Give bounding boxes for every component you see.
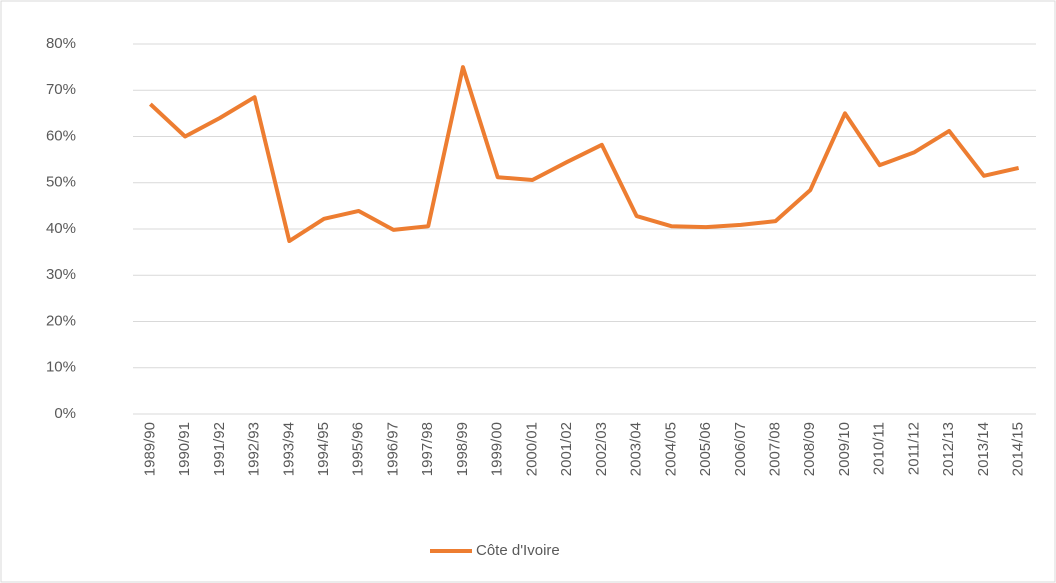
legend-label: Côte d'Ivoire: [476, 542, 560, 559]
x-tick-label: 2002/03: [593, 422, 610, 476]
x-tick-label: 2000/01: [523, 422, 540, 476]
y-tick-label: 70%: [46, 81, 76, 98]
line-series: [149, 65, 1020, 244]
y-tick-label: 20%: [46, 312, 76, 329]
x-tick-label: 1997/98: [419, 422, 436, 476]
x-tick-label: 2001/02: [558, 422, 575, 476]
x-tick-label: 1998/99: [454, 422, 471, 476]
x-tick-label: 2012/13: [940, 422, 957, 476]
x-tick-label: 1995/96: [350, 422, 367, 476]
x-tick-label: 1993/94: [280, 422, 297, 476]
x-tick-label: 1990/91: [176, 422, 193, 476]
x-tick-label: 1992/93: [246, 422, 263, 476]
y-tick-label: 30%: [46, 266, 76, 283]
x-tick-label: 2011/12: [905, 422, 922, 475]
y-tick-label: 80%: [46, 35, 76, 52]
x-tick-label: 2008/09: [801, 422, 818, 476]
x-tick-label: 2007/08: [766, 422, 783, 476]
y-tick-label: 0%: [54, 405, 76, 422]
x-tick-label: 2004/05: [662, 422, 679, 476]
x-tick-label: 2009/10: [836, 422, 853, 476]
x-tick-label: 1989/90: [141, 422, 158, 476]
x-tick-label: 1999/00: [489, 422, 506, 476]
x-tick-label: 2006/07: [732, 422, 749, 476]
y-tick-label: 40%: [46, 220, 76, 237]
y-tick-label: 10%: [46, 359, 76, 376]
x-tick-label: 1991/92: [211, 422, 228, 476]
x-tick-label: 2013/14: [975, 422, 992, 476]
x-tick-label: 1994/95: [315, 422, 332, 476]
x-tick-label: 2014/15: [1010, 422, 1027, 476]
x-tick-label: 2005/06: [697, 422, 714, 476]
y-tick-label: 60%: [46, 127, 76, 144]
y-tick-label: 50%: [46, 174, 76, 191]
x-tick-label: 2010/11: [871, 422, 888, 475]
x-tick-label: 1996/97: [384, 422, 401, 476]
x-tick-label: 2003/04: [628, 422, 645, 476]
